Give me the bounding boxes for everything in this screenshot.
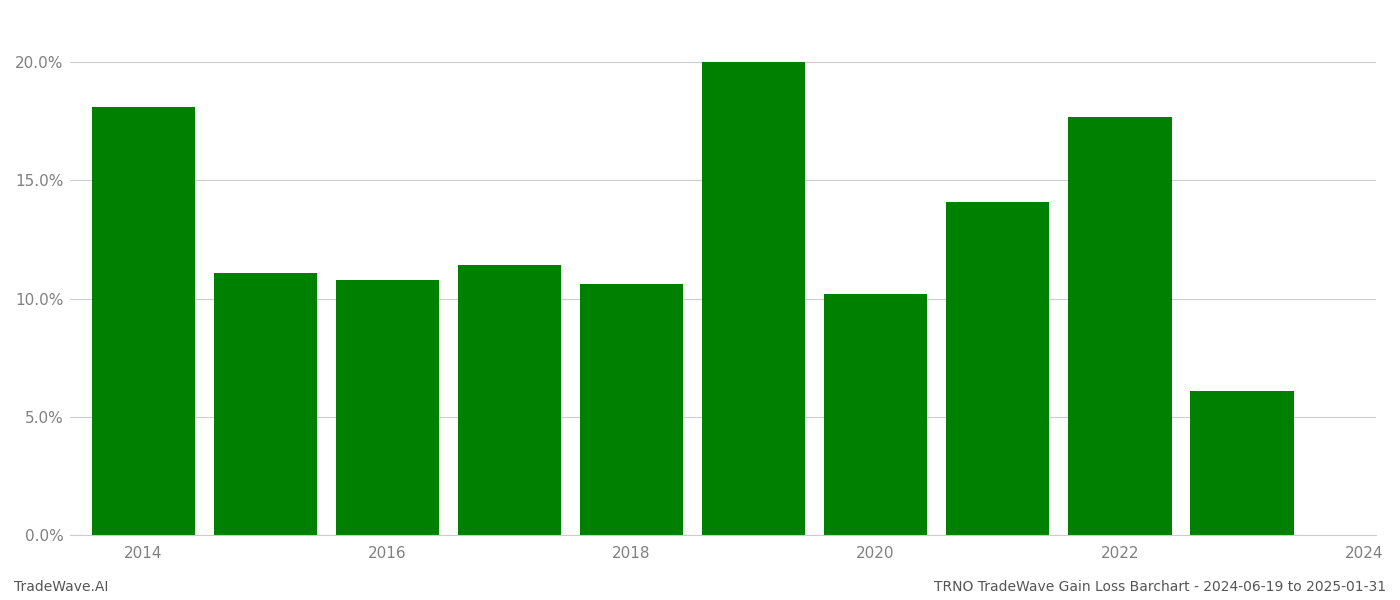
- Bar: [946, 202, 1050, 535]
- Text: TradeWave.AI: TradeWave.AI: [14, 580, 108, 594]
- Bar: [701, 62, 805, 535]
- Text: TRNO TradeWave Gain Loss Barchart - 2024-06-19 to 2025-01-31: TRNO TradeWave Gain Loss Barchart - 2024…: [934, 580, 1386, 594]
- Bar: [1190, 391, 1294, 535]
- Bar: [91, 107, 196, 535]
- Bar: [1068, 116, 1172, 535]
- Bar: [580, 284, 683, 535]
- Bar: [823, 294, 927, 535]
- Bar: [336, 280, 440, 535]
- Bar: [214, 272, 318, 535]
- Bar: [458, 265, 561, 535]
